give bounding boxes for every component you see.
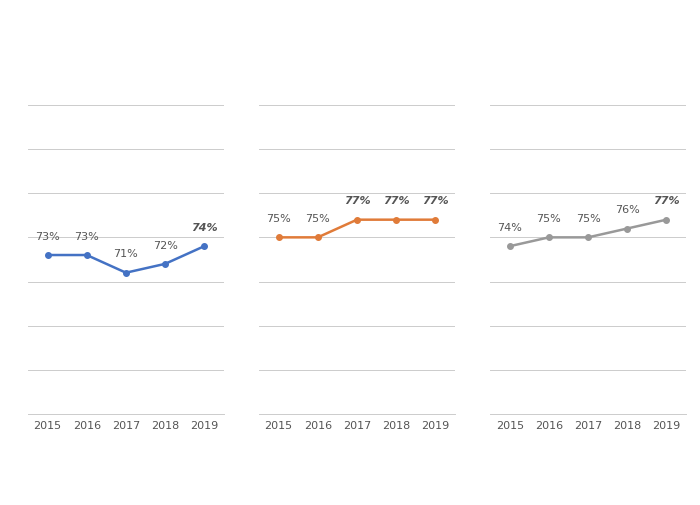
Text: 76%: 76% (615, 205, 640, 215)
Text: 77%: 77% (383, 196, 410, 207)
Text: 75%: 75% (305, 214, 330, 224)
Text: 77%: 77% (653, 196, 680, 207)
Text: 73%: 73% (35, 232, 60, 242)
Text: 73%: 73% (74, 232, 99, 242)
Text: 75%: 75% (575, 214, 601, 224)
Text: 71%: 71% (113, 249, 139, 260)
Text: 77%: 77% (422, 196, 449, 207)
Text: 74%: 74% (191, 223, 218, 233)
Text: 75%: 75% (536, 214, 561, 224)
Text: 77%: 77% (344, 196, 370, 207)
Text: 75%: 75% (266, 214, 291, 224)
Text: 72%: 72% (153, 240, 178, 250)
Text: 74%: 74% (497, 223, 522, 233)
